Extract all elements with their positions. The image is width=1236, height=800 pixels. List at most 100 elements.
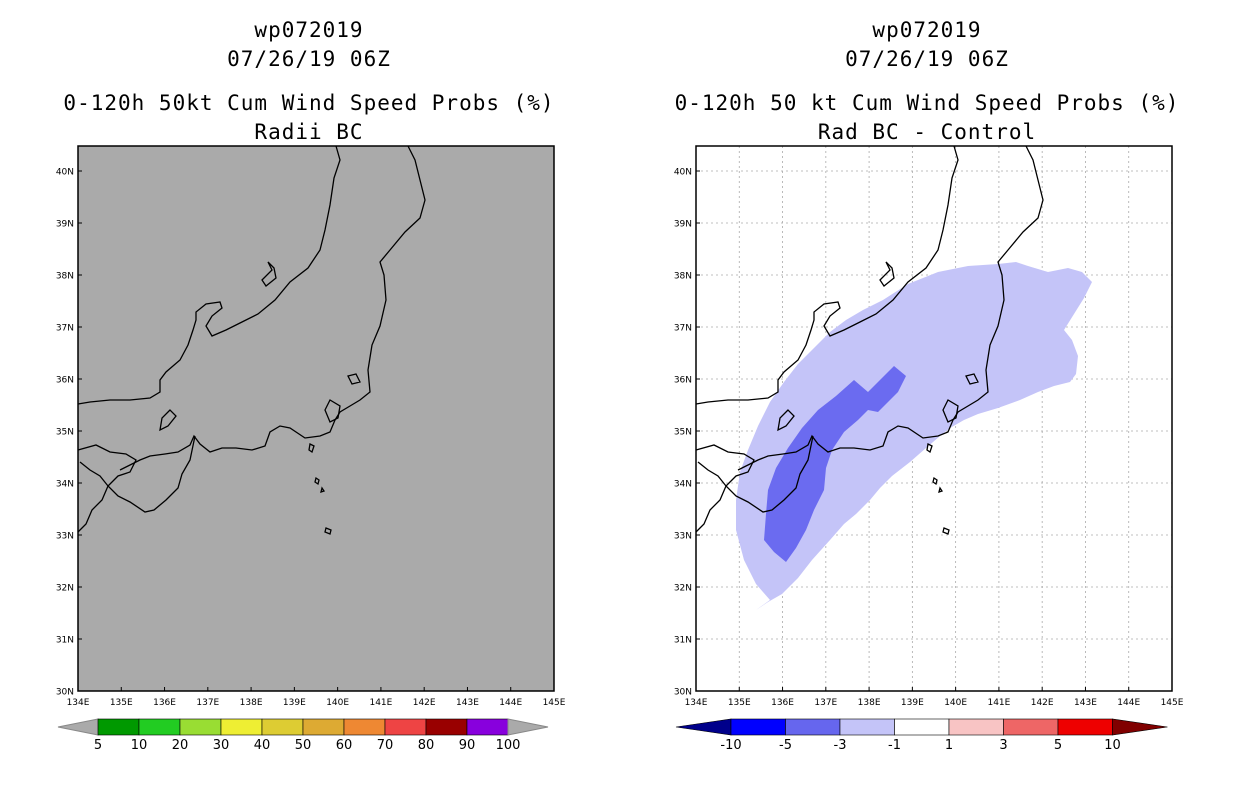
left-lon-label: 140E xyxy=(326,698,349,708)
left-colorbar-swatch xyxy=(425,718,468,736)
right-lat-label: 34N xyxy=(674,480,692,490)
left-colorbar-label: 70 xyxy=(377,738,394,753)
right-lat-label: 40N xyxy=(674,168,692,178)
tokyo-bay-r xyxy=(942,399,959,423)
right-colorbar-label: 5 xyxy=(1054,738,1062,753)
left-lon-label: 142E xyxy=(413,698,436,708)
right-lon-label: 138E xyxy=(858,698,881,708)
left-lon-label: 135E xyxy=(110,698,133,708)
left-lon-label: 141E xyxy=(369,698,392,708)
kii-peninsula xyxy=(79,435,196,513)
right-colorbar-swatch xyxy=(948,718,1004,736)
right-lat-label: 38N xyxy=(674,272,692,282)
left-colorbar-label: 50 xyxy=(295,738,312,753)
left-lon-label: 137E xyxy=(196,698,219,708)
left-lat-label: 34N xyxy=(56,480,74,490)
left-colorbar-swatch xyxy=(220,718,263,736)
izu-island-3-r xyxy=(938,486,944,493)
left-plot-area xyxy=(78,146,554,691)
right-colorbar-swatch xyxy=(1003,718,1059,736)
left-colorbar-swatch xyxy=(302,718,345,736)
left-colorbar-swatch xyxy=(466,718,509,736)
right-panel: wp072019 07/26/19 06Z 0-120h 50 kt Cum W… xyxy=(618,0,1236,800)
right-colorbar-label: -5 xyxy=(779,738,792,753)
right-colorbar-swatch xyxy=(839,718,895,736)
left-lon-label: 139E xyxy=(283,698,306,708)
left-colorbar-label: 20 xyxy=(172,738,189,753)
right-colorbar-swatch xyxy=(1057,718,1113,736)
izu-island-2 xyxy=(314,476,320,486)
right-colorbar-swatch xyxy=(894,718,950,736)
izu-island-1 xyxy=(308,443,315,454)
right-coastlines xyxy=(695,145,1044,535)
right-lat-label: 32N xyxy=(674,584,692,594)
left-colorbar-label: 30 xyxy=(213,738,230,753)
tokyo-bay xyxy=(324,399,341,423)
left-colorbar-label: 100 xyxy=(496,738,521,753)
left-colorbar-swatch xyxy=(261,718,304,736)
left-lat-label: 35N xyxy=(56,428,74,438)
left-lat-label: 38N xyxy=(56,272,74,282)
right-colorbar-label: 3 xyxy=(999,738,1007,753)
left-colorbar-swatch xyxy=(138,718,181,736)
right-colorbar-label: 1 xyxy=(945,738,953,753)
sado-island-r xyxy=(879,261,895,287)
left-lon-label: 134E xyxy=(67,698,90,708)
shikoku-coast xyxy=(77,444,137,533)
right-lon-label: 140E xyxy=(944,698,967,708)
left-lat-label: 33N xyxy=(56,532,74,542)
left-lat-label: 32N xyxy=(56,584,74,594)
left-lat-label: 36N xyxy=(56,376,74,386)
right-lon-label: 137E xyxy=(814,698,837,708)
left-map: 30N 31N 32N 33N 34N 35N 36N 37N 38N 39N 40N 134E 135… xyxy=(56,145,566,753)
right-lat-label: 30N xyxy=(674,688,692,698)
left-panel: wp072019 07/26/19 06Z 0-120h 50kt Cum Wi… xyxy=(56,18,566,753)
right-lat-label: 36N xyxy=(674,376,692,386)
kasumigaura-r xyxy=(965,373,979,385)
left-product-title: 0-120h 50kt Cum Wind Speed Probs (%) xyxy=(63,91,555,115)
left-colorbar-label: 80 xyxy=(418,738,435,753)
left-colorbar-label: 5 xyxy=(94,738,102,753)
hachijo-island xyxy=(324,527,332,535)
honshu-coast xyxy=(77,145,341,405)
right-lon-label: 136E xyxy=(771,698,794,708)
right-lon-label: 144E xyxy=(1117,698,1140,708)
right-axes: 30N 31N 32N 33N 34N 35N 36N 37N 38N 39N 40N 134E 135… xyxy=(674,168,1184,709)
right-colorbar-label: -10 xyxy=(720,738,741,753)
right-product-title: 0-120h 50 kt Cum Wind Speed Probs (%) xyxy=(674,91,1180,115)
right-datetime: 07/26/19 06Z xyxy=(845,47,1009,71)
right-lon-label: 135E xyxy=(728,698,751,708)
right-colorbar-end-right xyxy=(1112,718,1168,736)
right-colorbar-label: 10 xyxy=(1104,738,1121,753)
right-plot-frame xyxy=(695,145,1173,692)
izu-island-3 xyxy=(320,486,326,493)
left-storm-id: wp072019 xyxy=(254,18,364,42)
lake-biwa-r xyxy=(777,409,795,432)
right-lon-label: 143E xyxy=(1074,698,1097,708)
left-subtitle: Radii BC xyxy=(254,120,364,144)
right-lon-label: 134E xyxy=(685,698,708,708)
right-lat-label: 35N xyxy=(674,428,692,438)
sado-island xyxy=(261,261,277,287)
right-storm-id: wp072019 xyxy=(872,18,982,42)
hachijo-island-r xyxy=(942,527,950,535)
left-lon-label: 145E xyxy=(543,698,566,708)
honshu-coast-r xyxy=(695,145,959,405)
left-colorbar-swatch xyxy=(97,718,140,736)
left-lat-label: 30N xyxy=(56,688,74,698)
right-colorbar-end-left xyxy=(675,718,732,736)
honshu-pacific-coast xyxy=(119,145,426,471)
left-lon-label: 144E xyxy=(499,698,522,708)
right-colorbar-label: -1 xyxy=(888,738,901,753)
left-axes: 30N 31N 32N 33N 34N 35N 36N 37N 38N 39N 40N 134E 135… xyxy=(56,168,566,709)
right-lon-label: 141E xyxy=(987,698,1010,708)
left-colorbar-label: 90 xyxy=(459,738,476,753)
honshu-pacific-coast-r xyxy=(737,145,1044,471)
lake-biwa xyxy=(159,409,177,432)
left-colorbar-swatch xyxy=(343,718,386,736)
izu-island-2-r xyxy=(932,476,938,486)
left-coastlines xyxy=(77,145,426,535)
right-colorbar-swatch xyxy=(730,718,786,736)
left-plot-frame xyxy=(77,145,555,692)
